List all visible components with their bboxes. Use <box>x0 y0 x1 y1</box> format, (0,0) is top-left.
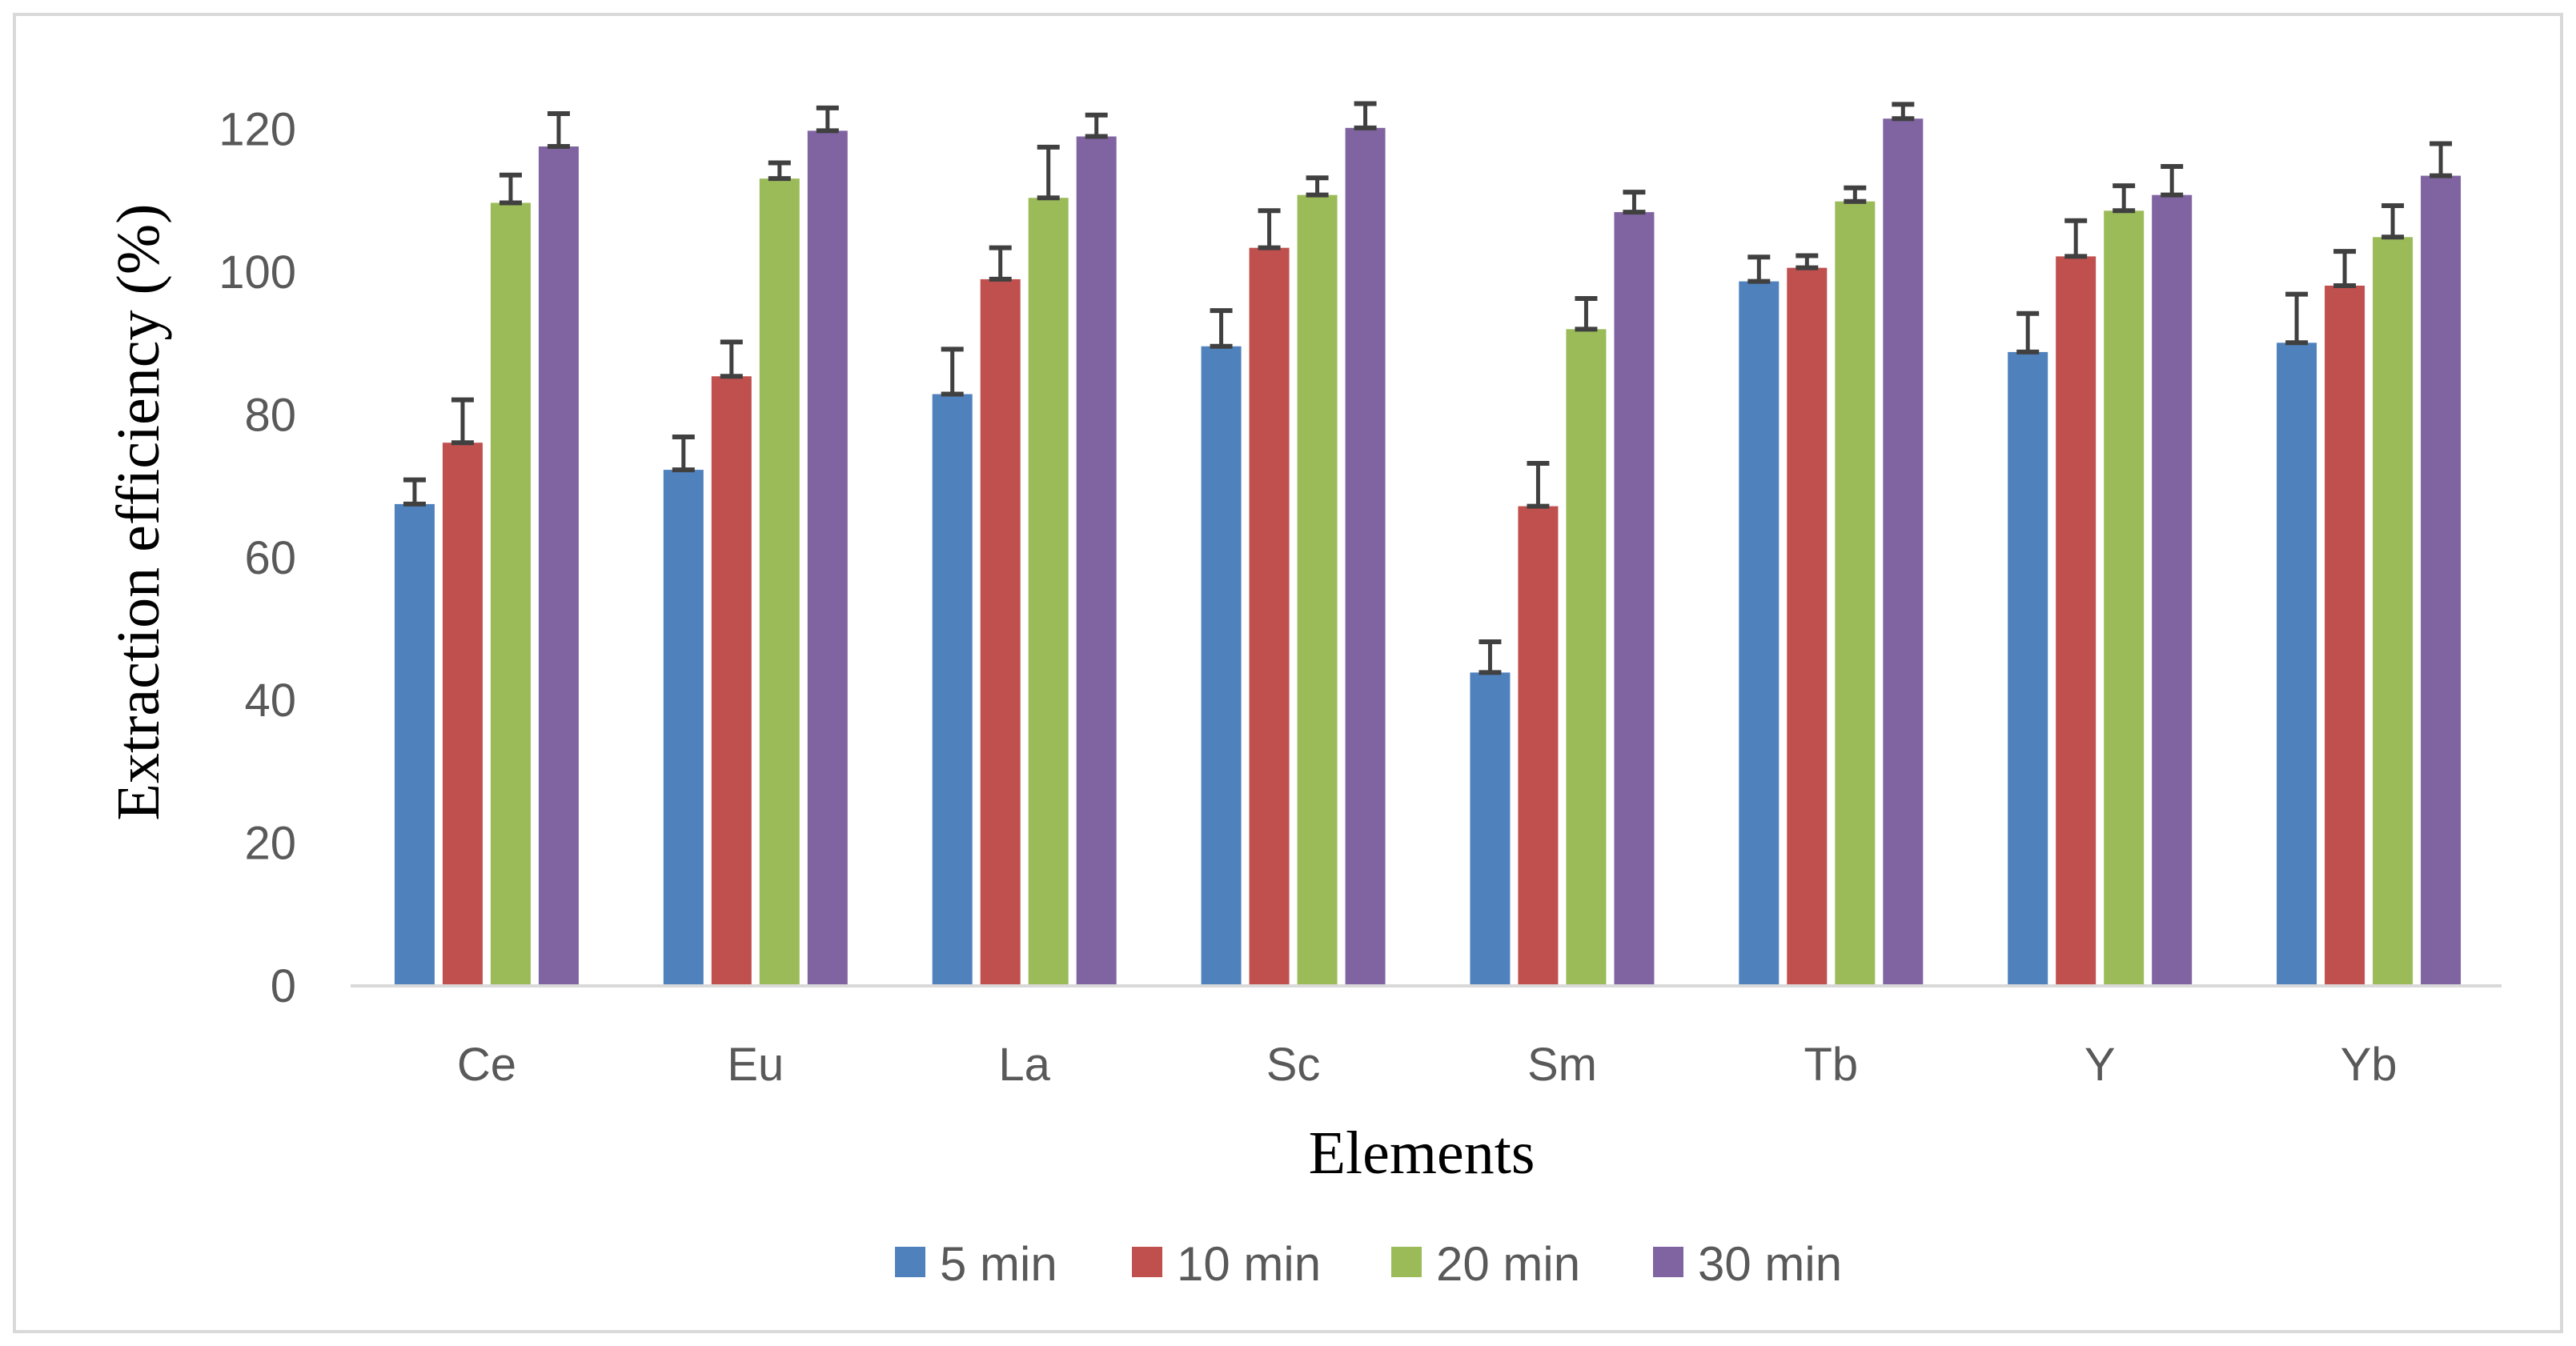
bar-tb-10-min <box>1787 267 1828 986</box>
x-tick-label: Yb <box>2341 1039 2397 1091</box>
y-tick-label: 0 <box>271 960 296 1012</box>
bar-ce-20-min <box>490 202 531 986</box>
x-tick-label: Sm <box>1527 1039 1597 1091</box>
bar-sm-10-min <box>1518 506 1559 986</box>
x-tick-label: Sc <box>1266 1039 1321 1091</box>
bar-ce-5-min <box>394 503 435 986</box>
legend-swatch <box>895 1247 925 1277</box>
bar-sc-30-min <box>1345 127 1386 986</box>
legend: 5 min 10 min 20 min 30 min <box>895 1237 1842 1291</box>
bar-la-5-min <box>932 394 973 987</box>
y-tick-label: 40 <box>244 675 296 727</box>
bar-eu-5-min <box>663 470 704 986</box>
bar-la-10-min <box>980 278 1021 986</box>
bar-y-10-min <box>2056 256 2097 987</box>
bar-sc-20-min <box>1297 194 1338 986</box>
y-tick-label: 20 <box>244 818 296 870</box>
x-tick-label: Y <box>2084 1039 2116 1091</box>
y-axis-title: Extraction efficiency (%) <box>105 204 172 821</box>
bar-sc-5-min <box>1201 346 1242 986</box>
bar-sc-10-min <box>1249 247 1290 986</box>
legend-swatch <box>1132 1247 1162 1277</box>
bar-ce-10-min <box>442 443 483 986</box>
bar-yb-5-min <box>2277 343 2317 987</box>
legend-label: 10 min <box>1177 1237 1321 1291</box>
bar-yb-20-min <box>2373 237 2413 986</box>
legend-swatch <box>1653 1247 1683 1277</box>
bar-eu-30-min <box>807 130 848 986</box>
bar-la-20-min <box>1028 198 1069 986</box>
bar-y-5-min <box>2008 351 2048 986</box>
bar-sm-5-min <box>1470 672 1511 986</box>
x-tick-label: Eu <box>727 1039 784 1091</box>
bar-la-30-min <box>1076 136 1117 986</box>
y-axis-ticks: 0 20 40 60 80 100 120 <box>219 104 296 1012</box>
bars-group <box>394 101 2462 987</box>
y-tick-label: 60 <box>244 532 296 584</box>
y-tick-label: 120 <box>219 104 296 156</box>
bar-eu-20-min <box>759 178 800 986</box>
bar-y-20-min <box>2104 210 2145 987</box>
legend-swatch <box>1391 1247 1422 1277</box>
x-axis-ticks: Ce Eu La Sc Sm Tb Y Yb <box>457 1039 2397 1091</box>
legend-label: 5 min <box>940 1237 1057 1291</box>
bar-sm-20-min <box>1566 329 1607 986</box>
bar-yb-10-min <box>2325 285 2365 986</box>
x-tick-label: La <box>998 1039 1050 1091</box>
x-tick-label: Tb <box>1804 1039 1858 1091</box>
legend-label: 20 min <box>1436 1237 1580 1291</box>
bar-tb-5-min <box>1739 281 1780 986</box>
x-tick-label: Ce <box>457 1039 516 1091</box>
bar-y-30-min <box>2152 194 2193 986</box>
bar-yb-30-min <box>2421 175 2462 986</box>
bar-ce-30-min <box>538 146 579 986</box>
bar-sm-30-min <box>1614 212 1655 986</box>
y-tick-label: 80 <box>244 389 296 441</box>
legend-label: 30 min <box>1698 1237 1842 1291</box>
bar-tb-20-min <box>1835 201 1876 986</box>
bar-tb-30-min <box>1883 118 1924 987</box>
x-axis-title: Elements <box>1309 1120 1535 1187</box>
bar-eu-10-min <box>711 376 752 986</box>
y-tick-label: 100 <box>219 246 296 298</box>
